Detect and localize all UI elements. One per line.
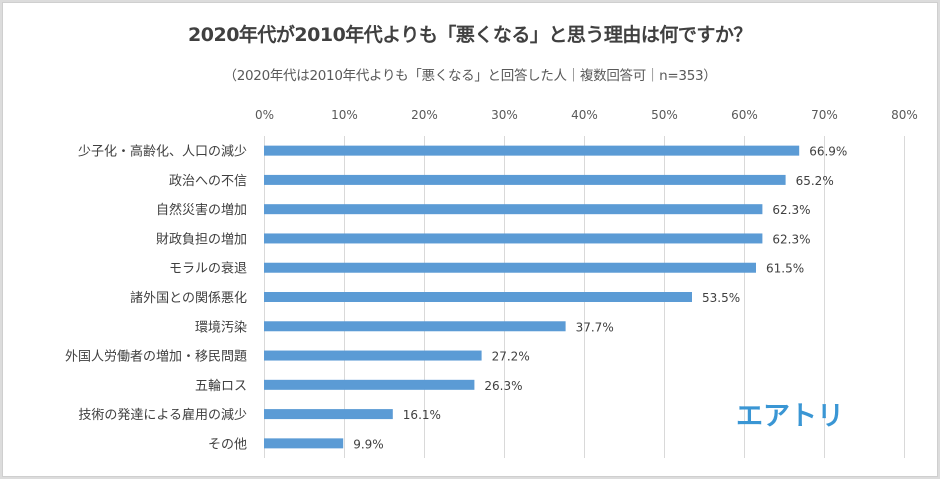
category-label: 少子化・高齢化、人口の減少: [78, 144, 247, 160]
x-tick-label: 70%: [811, 108, 838, 122]
value-label: 62.3%: [772, 203, 810, 217]
bar: [264, 438, 344, 449]
value-label: 16.1%: [403, 408, 441, 422]
category-label: 諸外国との関係悪化: [130, 290, 247, 306]
x-tick-label: 30%: [491, 108, 518, 122]
x-tick-label: 50%: [651, 108, 678, 122]
category-label: 政治への不信: [169, 174, 247, 189]
value-label: 62.3%: [772, 232, 810, 246]
bar: [264, 233, 763, 244]
category-label: 自然災害の増加: [156, 202, 247, 218]
chart-subtitle: （2020年代は2010年代よりも「悪くなる」と回答した人｜複数回答可｜n=35…: [223, 68, 717, 84]
category-label: モラルの衰退: [169, 261, 247, 277]
value-label: 9.9%: [353, 437, 384, 451]
x-axis-ticks: 0% 10% 20% 30% 40% 50% 60% 70% 80%: [255, 108, 918, 122]
bar: [264, 262, 756, 273]
value-label: 26.3%: [484, 379, 522, 393]
value-label: 65.2%: [796, 174, 834, 188]
bar: [264, 292, 692, 302]
x-tick-label: 20%: [411, 108, 438, 122]
x-tick-label: 10%: [331, 108, 358, 122]
category-label: 外国人労働者の増加・移民問題: [65, 350, 247, 365]
category-labels: 少子化・高齢化、人口の減少政治への不信自然災害の増加財政負担の増加モラルの衰退諸…: [65, 144, 247, 453]
value-labels: 66.9% 65.2% 62.3% 62.3% 61.5% 53.5% 37.7% 27.2%…: [353, 145, 847, 452]
value-label: 27.2%: [492, 350, 530, 364]
bar: [264, 204, 763, 215]
bar: [264, 409, 393, 420]
x-tick-label: 60%: [731, 108, 758, 122]
value-label: 66.9%: [809, 145, 847, 159]
value-label: 53.5%: [702, 291, 740, 305]
category-label: 技術の発達による雇用の減少: [78, 407, 247, 423]
x-tick-label: 0%: [255, 108, 274, 122]
value-label: 61.5%: [766, 262, 804, 276]
bar: [264, 379, 475, 390]
category-label: その他: [208, 437, 247, 452]
bar: [264, 321, 566, 332]
bar: [264, 145, 800, 156]
chart-title: 2020年代が2010年代よりも「悪くなる」と思う理由は何ですか？: [188, 24, 752, 46]
category-label: 五輪ロス: [195, 378, 247, 394]
x-tick-label: 40%: [571, 108, 598, 122]
airtrip-logo: エアトリ: [736, 401, 844, 432]
category-label: 環境汚染: [195, 320, 247, 335]
bar: [264, 174, 786, 185]
bar: [264, 350, 482, 361]
category-label: 財政負担の増加: [156, 232, 247, 247]
bars: [264, 145, 800, 449]
value-label: 37.7%: [576, 320, 614, 334]
x-tick-label: 80%: [891, 108, 918, 122]
